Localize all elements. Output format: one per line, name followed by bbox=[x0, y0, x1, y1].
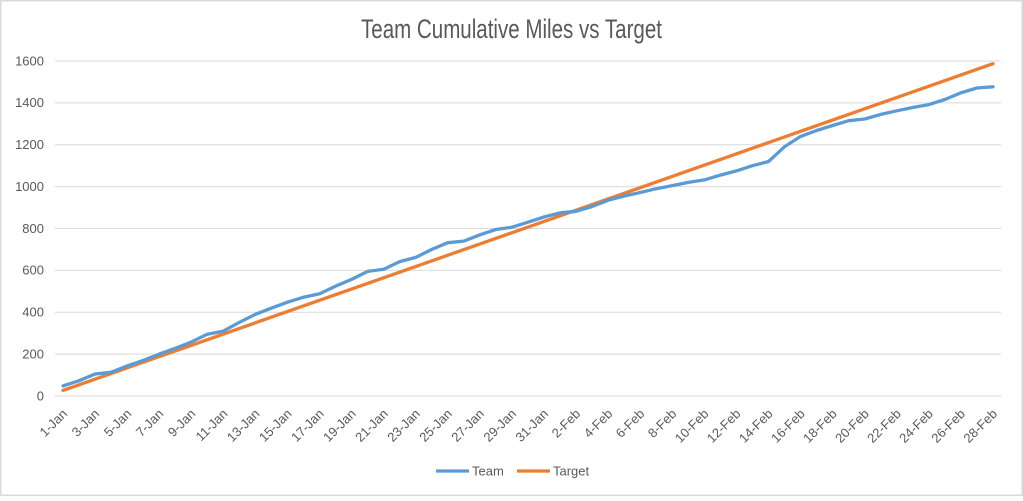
svg-text:1400: 1400 bbox=[15, 95, 44, 110]
svg-text:31-Jan: 31-Jan bbox=[512, 406, 551, 445]
svg-text:14-Feb: 14-Feb bbox=[736, 406, 776, 446]
svg-text:20-Feb: 20-Feb bbox=[832, 406, 872, 446]
svg-text:800: 800 bbox=[22, 221, 44, 236]
svg-text:0: 0 bbox=[37, 388, 44, 403]
svg-text:6-Feb: 6-Feb bbox=[613, 406, 648, 441]
svg-text:Team: Team bbox=[472, 464, 504, 479]
svg-text:1600: 1600 bbox=[15, 53, 44, 68]
svg-text:5-Jan: 5-Jan bbox=[101, 406, 135, 440]
svg-text:7-Jan: 7-Jan bbox=[133, 406, 167, 440]
svg-text:1-Jan: 1-Jan bbox=[37, 406, 71, 440]
svg-text:22-Feb: 22-Feb bbox=[864, 406, 904, 446]
svg-text:21-Jan: 21-Jan bbox=[352, 406, 391, 445]
svg-text:2-Feb: 2-Feb bbox=[549, 406, 584, 441]
svg-text:19-Jan: 19-Jan bbox=[320, 406, 359, 445]
svg-text:18-Feb: 18-Feb bbox=[800, 406, 840, 446]
svg-text:17-Jan: 17-Jan bbox=[288, 406, 327, 445]
svg-text:1200: 1200 bbox=[15, 137, 44, 152]
svg-text:25-Jan: 25-Jan bbox=[416, 406, 455, 445]
svg-text:Target: Target bbox=[553, 464, 590, 479]
svg-text:27-Jan: 27-Jan bbox=[448, 406, 487, 445]
svg-text:11-Jan: 11-Jan bbox=[192, 406, 230, 444]
svg-text:600: 600 bbox=[22, 263, 44, 278]
svg-text:12-Feb: 12-Feb bbox=[704, 406, 744, 446]
svg-text:29-Jan: 29-Jan bbox=[480, 406, 519, 445]
svg-text:10-Feb: 10-Feb bbox=[672, 406, 712, 446]
svg-text:3-Jan: 3-Jan bbox=[69, 406, 103, 440]
svg-text:16-Feb: 16-Feb bbox=[768, 406, 808, 446]
svg-text:Team Cumulative Miles vs Targe: Team Cumulative Miles vs Target bbox=[361, 14, 662, 44]
svg-text:26-Feb: 26-Feb bbox=[928, 406, 968, 446]
svg-text:400: 400 bbox=[22, 305, 44, 320]
svg-text:4-Feb: 4-Feb bbox=[581, 406, 616, 441]
svg-text:15-Jan: 15-Jan bbox=[256, 406, 295, 445]
svg-text:1000: 1000 bbox=[15, 179, 44, 194]
svg-text:24-Feb: 24-Feb bbox=[896, 406, 936, 446]
svg-text:200: 200 bbox=[22, 346, 44, 361]
svg-text:28-Feb: 28-Feb bbox=[960, 406, 1000, 446]
svg-text:13-Jan: 13-Jan bbox=[224, 406, 263, 445]
svg-text:23-Jan: 23-Jan bbox=[384, 406, 423, 445]
